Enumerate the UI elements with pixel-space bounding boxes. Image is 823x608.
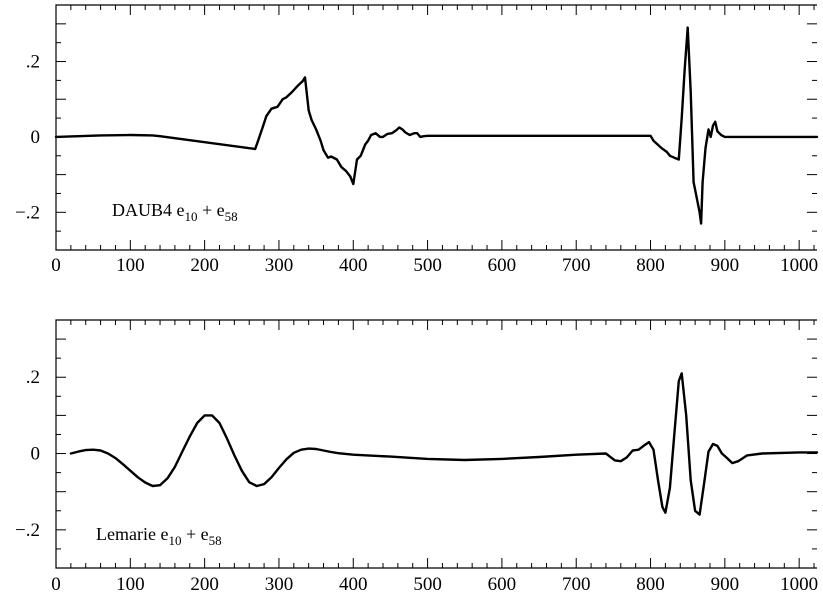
daub4-panel: 0 100 200 300 400 500 600 700 800 900 1000 .2 0 −.2 DA…: [15, 4, 819, 276]
lemarie-y-tick-label: −.2: [15, 520, 40, 541]
daub4-x-tick-label: 800: [636, 255, 665, 276]
daub4-y-tick-label: −.2: [15, 202, 40, 223]
lemarie-x-tick-label: 500: [413, 574, 442, 595]
lemarie-x-tick-label: 900: [711, 574, 740, 595]
lemarie-x-tick-label: 800: [636, 574, 665, 595]
daub4-x-tick-label: 100: [116, 255, 145, 276]
daub4-panel-label: DAUB4 e10 + e58: [112, 200, 238, 224]
lemarie-x-tick-label: 1000: [780, 574, 818, 595]
daub4-x-tick-label: 700: [562, 255, 591, 276]
lemarie-y-tick-label: 0: [31, 444, 41, 465]
lemarie-x-tick-label: 0: [51, 574, 61, 595]
lemarie-panel-label: Lemarie e10 + e58: [96, 524, 222, 548]
lemarie-x-tick-label: 200: [190, 574, 219, 595]
lemarie-axes-frame: [55, 319, 817, 569]
daub4-x-tick-label: 200: [190, 255, 219, 276]
lemarie-x-tick-label: 100: [116, 574, 145, 595]
daub4-x-tick-label: 400: [339, 255, 368, 276]
daub4-axes-frame: [55, 4, 817, 251]
daub4-y-tick-label: 0: [31, 127, 41, 148]
lemarie-series-line: [69, 372, 819, 516]
daub4-x-tick-label: 600: [488, 255, 517, 276]
lemarie-x-tick-label: 300: [265, 574, 294, 595]
daub4-series-line: [54, 26, 819, 225]
daub4-x-tick-label: 0: [51, 255, 61, 276]
lemarie-y-tick-label: .2: [26, 367, 40, 388]
lemarie-x-tick-label: 700: [562, 574, 591, 595]
daub4-x-tick-label: 300: [265, 255, 294, 276]
daub4-x-tick-label: 500: [413, 255, 442, 276]
lemarie-panel: 0 100 200 300 400 500 600 700 800 900 1000 .2 0 −.2 Le…: [15, 319, 819, 595]
lemarie-x-tick-label: 400: [339, 574, 368, 595]
lemarie-x-tick-label: 600: [488, 574, 517, 595]
daub4-y-tick-label: .2: [26, 52, 40, 73]
daub4-x-tick-label: 900: [711, 255, 740, 276]
daub4-x-tick-label: 1000: [780, 255, 818, 276]
